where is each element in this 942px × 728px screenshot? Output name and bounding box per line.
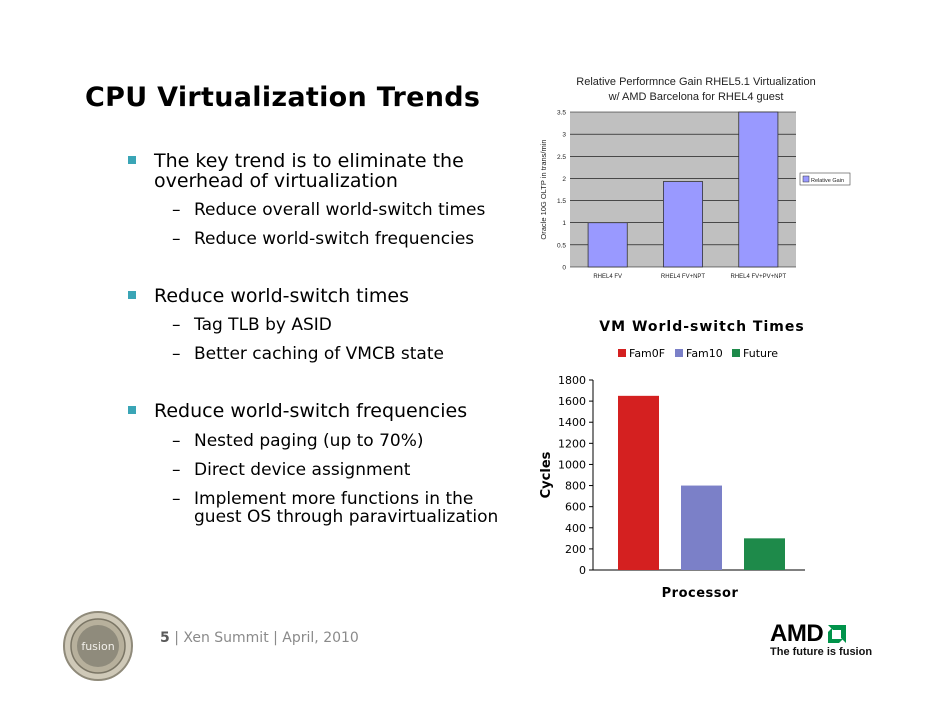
y-tick-label: 1 (562, 220, 566, 227)
legend-swatch (618, 349, 626, 357)
x-tick-label: RHEL4 FV+NPT (661, 274, 706, 280)
y-tick-label: 2.5 (557, 154, 566, 161)
legend-label: Fam0F (629, 347, 665, 360)
chart-title: Relative Performnce Gain RHEL5.1 Virtual… (576, 76, 815, 88)
y-tick-label: 3.5 (557, 110, 566, 117)
bullet-square-icon (128, 156, 136, 164)
y-tick-label: 0.5 (557, 242, 566, 249)
bullet-text: The key trend is to eliminate the (154, 150, 464, 172)
bullet-text: Reduce world-switch times (154, 285, 410, 307)
dash-icon: – (172, 200, 181, 220)
fusion-logo-icon: fusion (63, 611, 133, 681)
y-tick-label: 400 (565, 522, 586, 535)
legend-label: Fam10 (686, 347, 723, 360)
y-tick-label: 200 (565, 543, 586, 556)
relative-gain-chart: Relative Performnce Gain RHEL5.1 Virtual… (530, 70, 852, 292)
dash-icon: – (172, 431, 181, 451)
legend-box (799, 172, 851, 186)
bullet-square-icon (128, 406, 136, 414)
legend-swatch (732, 349, 740, 357)
y-axis-label: Oracle 10G OLTP in trans/min (539, 139, 548, 239)
x-tick-label: RHEL4 FV (593, 274, 622, 280)
dash-icon: – (172, 460, 181, 480)
bullet-square-icon (128, 291, 136, 299)
y-tick-label: 1800 (558, 374, 586, 387)
footer-separator: | (174, 630, 179, 646)
amd-logo: AMD The future is fusion (770, 620, 872, 658)
sub-bullet-text: Tag TLB by ASID (194, 315, 332, 335)
bar (738, 111, 779, 268)
y-tick-label: 1200 (558, 437, 586, 450)
sub-bullet-text-cont: guest OS through paravirtualization (194, 507, 499, 527)
footer-text: 5 | Xen Summit | April, 2010 (160, 630, 359, 646)
world-switch-chart: VM World-switch Times Fam0F Fam10 Future 0 20… (525, 310, 865, 610)
x-axis-label: Processor (662, 586, 739, 601)
legend-label: Relative Gain (811, 178, 844, 184)
legend-label: Future (743, 347, 778, 360)
dash-icon: – (172, 489, 181, 509)
sub-bullet-text: Better caching of VMCB state (194, 344, 444, 364)
y-tick-label: 600 (565, 501, 586, 514)
world-switch-chart-svg: VM World-switch Times Fam0F Fam10 Future 0 20… (539, 319, 805, 601)
chart-subtitle: w/ AMD Barcelona for RHEL4 guest (608, 91, 784, 103)
sub-bullet-text: Reduce world-switch frequencies (194, 229, 475, 249)
bar (663, 181, 703, 268)
y-axis-label: Cycles (539, 451, 554, 498)
y-tick-label: 1.5 (557, 198, 566, 205)
slide-title: CPU Virtualization Trends (85, 82, 481, 113)
x-tick-label: RHEL4 FV+PV+NPT (730, 274, 786, 280)
amd-arrow-icon (828, 625, 847, 643)
bullet-text-cont: overhead of virtualization (154, 170, 398, 192)
bar (618, 395, 659, 570)
y-tick-label: 800 (565, 480, 586, 493)
y-tick-label: 2 (562, 176, 566, 183)
fusion-logo-text: fusion (81, 640, 114, 653)
y-tick-label: 1000 (558, 458, 586, 471)
sub-bullet-text: Reduce overall world-switch times (194, 200, 486, 220)
bar (744, 538, 785, 570)
y-tick-label: 0 (579, 564, 586, 577)
y-tick-label: 1600 (558, 395, 586, 408)
sub-bullet-text: Nested paging (up to 70%) (194, 431, 424, 451)
amd-tagline: The future is fusion (770, 646, 873, 658)
y-tick-label: 3 (562, 132, 566, 139)
y-tick-label: 0 (562, 265, 566, 272)
chart-title: VM World-switch Times (599, 319, 804, 335)
amd-wordmark: AMD (770, 620, 824, 647)
legend-swatch (802, 175, 810, 183)
dash-icon: – (172, 315, 181, 335)
sub-bullet-text: Direct device assignment (194, 460, 411, 480)
sub-bullet-text: Implement more functions in the (194, 489, 474, 509)
bar (681, 485, 722, 570)
relative-gain-chart-svg: Relative Performnce Gain RHEL5.1 Virtual… (530, 70, 852, 292)
bar (587, 222, 628, 268)
page-number: 5 (160, 630, 170, 646)
legend-swatch (675, 349, 683, 357)
bullet-text: Reduce world-switch frequencies (154, 400, 468, 422)
y-tick-label: 1400 (558, 416, 586, 429)
footer-label: Xen Summit | April, 2010 (183, 630, 359, 646)
dash-icon: – (172, 344, 181, 364)
dash-icon: – (172, 229, 181, 249)
